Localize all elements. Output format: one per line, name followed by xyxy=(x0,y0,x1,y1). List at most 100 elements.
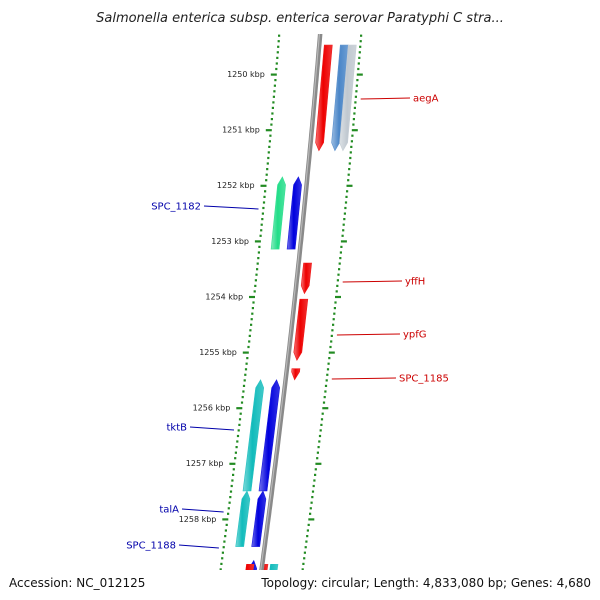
leader-spc-1188 xyxy=(178,544,219,549)
minor-tick xyxy=(342,229,345,232)
minor-tick xyxy=(316,451,319,454)
minor-tick xyxy=(318,440,321,443)
minor-tick xyxy=(301,568,304,571)
tick-label-1252: 1252 kbp xyxy=(217,181,255,190)
gene-label-aega[interactable]: aegA xyxy=(413,94,439,105)
minor-tick xyxy=(251,307,254,310)
minor-tick xyxy=(222,546,225,549)
minor-tick xyxy=(256,268,259,271)
minor-tick xyxy=(352,118,355,121)
gene-label-yffh[interactable]: yffH xyxy=(405,277,425,288)
minor-tick xyxy=(357,62,360,65)
major-tick xyxy=(315,462,322,465)
tick-label-1257: 1257 kbp xyxy=(186,459,224,468)
minor-tick xyxy=(333,307,336,310)
minor-tick xyxy=(270,118,273,121)
gene-label-ypfg[interactable]: ypfG xyxy=(403,330,427,341)
leader-ypfg xyxy=(336,333,401,336)
minor-tick xyxy=(348,162,351,165)
minor-tick xyxy=(311,496,314,499)
gene-label-tktb[interactable]: tktB xyxy=(167,423,188,434)
minor-tick xyxy=(234,457,237,460)
major-tick xyxy=(308,518,315,521)
minor-tick xyxy=(335,290,338,293)
minor-tick xyxy=(358,56,361,59)
gene-label-spc-1188[interactable]: SPC_1188 xyxy=(126,541,176,552)
minor-tick xyxy=(269,134,272,137)
minor-tick xyxy=(227,507,230,510)
major-tick xyxy=(356,73,363,76)
minor-tick xyxy=(302,562,305,565)
minor-tick xyxy=(319,429,322,432)
feature-lane3-4[interactable] xyxy=(270,176,286,250)
minor-tick xyxy=(224,535,227,538)
minor-tick xyxy=(228,501,231,504)
feature-yffh[interactable] xyxy=(300,262,312,295)
minor-tick xyxy=(219,568,222,571)
major-tick xyxy=(270,73,277,76)
map-title: Salmonella enterica subsp. enterica sero… xyxy=(96,11,504,26)
minor-tick xyxy=(271,106,274,109)
minor-tick xyxy=(260,229,263,232)
minor-tick xyxy=(268,145,271,148)
minor-tick xyxy=(344,201,348,204)
gene-label-tala[interactable]: talA xyxy=(159,505,179,516)
minor-tick xyxy=(327,362,330,365)
leader-spc-1185 xyxy=(331,377,397,380)
minor-tick xyxy=(324,384,328,387)
feature-lane3-1[interactable] xyxy=(331,44,349,152)
minor-tick xyxy=(273,90,276,93)
minor-tick xyxy=(262,201,266,204)
feature-aega[interactable] xyxy=(315,44,333,152)
minor-tick xyxy=(255,273,258,276)
minor-tick xyxy=(325,379,328,382)
minor-tick xyxy=(245,362,248,365)
minor-tick xyxy=(344,206,347,210)
tick-label-1255: 1255 kbp xyxy=(199,348,237,357)
feature-tala[interactable] xyxy=(251,490,267,547)
minor-tick xyxy=(331,329,334,332)
minor-tick xyxy=(340,245,343,248)
minor-tick xyxy=(257,251,260,254)
minor-tick xyxy=(232,473,235,476)
minor-tick xyxy=(240,401,244,404)
backbone-layer xyxy=(255,24,324,600)
minor-tick xyxy=(265,179,268,182)
minor-tick xyxy=(229,496,232,499)
major-tick xyxy=(249,295,255,299)
feature-spc-1182[interactable] xyxy=(286,176,302,250)
minor-tick xyxy=(310,501,313,504)
major-tick xyxy=(254,240,261,243)
minor-tick xyxy=(265,173,268,176)
sequence-backbone xyxy=(255,24,324,600)
tick-label-1253: 1253 kbp xyxy=(211,237,249,246)
minor-tick xyxy=(254,279,257,282)
feature-lane4-2[interactable] xyxy=(339,44,357,152)
major-tick xyxy=(265,129,272,132)
minor-tick xyxy=(306,535,309,538)
feature-lane3-11[interactable] xyxy=(235,490,251,547)
gene-label-spc-1185[interactable]: SPC_1185 xyxy=(399,374,449,385)
minor-tick xyxy=(316,457,319,460)
feature-ypfg[interactable] xyxy=(293,298,309,361)
minor-tick xyxy=(254,284,257,287)
feature-spc-1185[interactable] xyxy=(291,368,301,381)
minor-tick xyxy=(229,490,233,493)
genome-summary-text: Topology: circular; Length: 4,833,080 bp… xyxy=(260,576,591,590)
minor-tick xyxy=(323,396,326,399)
minor-tick xyxy=(345,195,348,198)
major-tick xyxy=(335,295,341,299)
footer-band xyxy=(0,570,600,600)
minor-tick xyxy=(359,40,362,43)
minor-tick xyxy=(359,45,362,48)
minor-tick xyxy=(260,223,263,226)
tick-label-1258: 1258 kbp xyxy=(179,515,217,524)
major-tick xyxy=(242,351,249,354)
minor-tick xyxy=(349,151,352,154)
minor-tick xyxy=(314,468,317,471)
tick-label-1254: 1254 kbp xyxy=(205,292,243,301)
minor-tick xyxy=(220,562,223,565)
minor-tick xyxy=(258,245,261,248)
minor-tick xyxy=(277,40,280,43)
gene-label-spc-1182[interactable]: SPC_1182 xyxy=(151,202,201,213)
